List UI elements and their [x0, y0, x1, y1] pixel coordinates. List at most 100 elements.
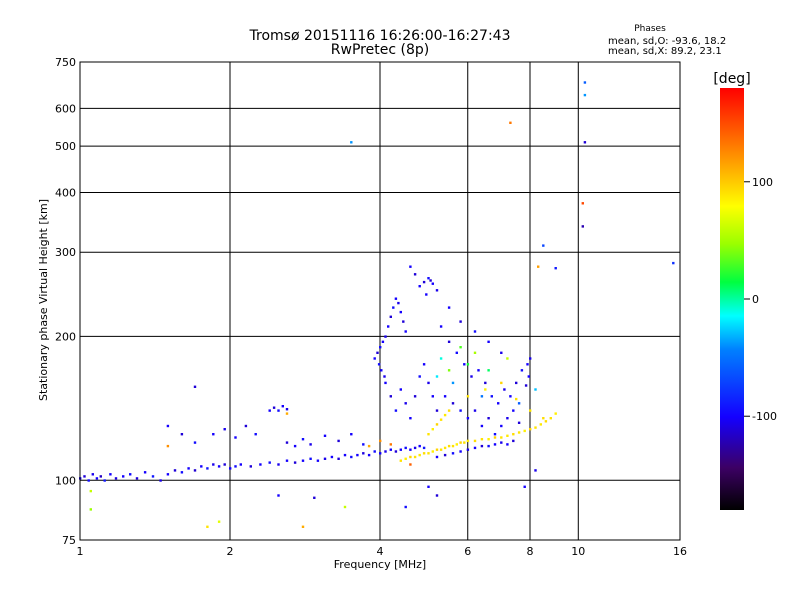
y-tick-label: 500: [55, 140, 76, 153]
data-point: [473, 439, 477, 443]
data-point: [435, 455, 439, 459]
data-point: [435, 409, 439, 412]
data-point: [466, 395, 470, 398]
colorbar-label: [deg]: [713, 71, 750, 87]
data-point: [316, 459, 320, 462]
data-point: [229, 467, 232, 470]
data-point: [99, 475, 102, 478]
data-point: [367, 444, 371, 448]
data-point: [268, 409, 271, 412]
data-point: [534, 426, 537, 429]
data-point: [143, 471, 147, 474]
data-point: [512, 433, 515, 436]
data-point: [151, 475, 155, 478]
data-point: [418, 453, 421, 457]
data-point: [301, 438, 305, 441]
stats-o-line: mean, sd,O: -93.6, 18.2: [608, 36, 726, 47]
data-point: [277, 463, 280, 466]
data-point: [583, 93, 587, 97]
data-point: [509, 121, 512, 124]
data-point: [399, 310, 402, 314]
data-point: [381, 340, 385, 343]
data-point: [418, 375, 421, 378]
data-point: [285, 459, 289, 462]
data-point: [404, 505, 407, 509]
data-point: [114, 477, 118, 480]
data-point: [392, 306, 395, 309]
data-point: [466, 448, 470, 451]
data-point: [180, 471, 184, 474]
y-axis-ticks: 75 100 200 300 400 500 600 750: [55, 56, 76, 547]
data-point: [435, 289, 439, 292]
x-tick-label: 8: [527, 545, 534, 558]
data-point: [500, 424, 503, 428]
data-point: [234, 465, 237, 468]
data-point: [493, 443, 497, 446]
x-tick-label: 10: [571, 545, 585, 558]
data-point: [413, 446, 417, 450]
data-point: [376, 351, 379, 354]
data-point: [443, 395, 447, 398]
data-point: [356, 453, 359, 457]
data-point: [512, 439, 515, 443]
data-point: [394, 409, 398, 412]
data-point: [362, 452, 365, 455]
y-tick-label: 400: [55, 186, 76, 199]
data-point: [239, 463, 242, 466]
data-point: [277, 409, 280, 412]
data-point: [431, 428, 434, 431]
data-point: [217, 520, 221, 523]
data-point: [470, 375, 473, 378]
data-point: [583, 141, 587, 144]
data-point: [397, 301, 400, 305]
data-point: [402, 320, 405, 323]
data-point: [89, 489, 92, 493]
data-point: [459, 346, 462, 349]
data-point: [399, 448, 402, 451]
data-point: [480, 424, 484, 428]
data-point: [285, 441, 289, 444]
data-point: [323, 434, 327, 437]
data-point: [493, 436, 497, 439]
data-point: [517, 402, 521, 405]
data-point: [350, 141, 353, 144]
data-point: [301, 459, 305, 462]
data-point: [447, 444, 451, 448]
data-point: [404, 446, 407, 450]
data-point: [309, 443, 312, 446]
data-point: [490, 395, 493, 398]
data-point: [337, 439, 340, 443]
data-point: [187, 467, 190, 470]
data-point: [212, 433, 215, 436]
data-point: [581, 202, 584, 205]
data-point: [542, 417, 545, 420]
data-point: [254, 433, 257, 436]
data-point: [455, 443, 458, 446]
data-point: [487, 444, 490, 448]
data-point: [244, 424, 248, 428]
data-point: [534, 469, 537, 472]
y-tick-label: 750: [55, 56, 76, 69]
data-point: [404, 457, 407, 460]
data-point: [447, 409, 451, 412]
data-point: [534, 388, 537, 391]
data-point: [512, 409, 515, 412]
y-axis-label: Stationary phase Virtual Height [km]: [37, 199, 50, 401]
data-point: [259, 463, 262, 466]
data-point: [413, 395, 417, 398]
data-point: [313, 496, 316, 499]
data-point: [330, 455, 334, 459]
data-point: [431, 282, 434, 285]
data-point: [337, 457, 340, 460]
data-point: [103, 479, 106, 482]
data-point: [484, 388, 487, 391]
data-point: [443, 446, 447, 450]
data-point: [539, 423, 542, 426]
data-point: [435, 494, 439, 497]
data-point: [350, 433, 353, 436]
data-point: [389, 315, 392, 318]
data-point: [367, 453, 371, 457]
data-point: [503, 388, 506, 391]
x-tick-label: 1: [77, 545, 84, 558]
data-point: [466, 417, 470, 420]
